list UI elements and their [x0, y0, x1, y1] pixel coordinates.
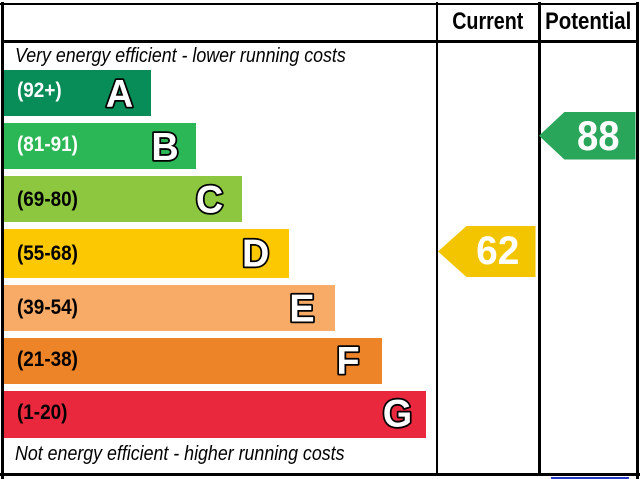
- svg-text:D: D: [242, 232, 269, 276]
- svg-text:A: A: [106, 72, 133, 116]
- svg-text:G: G: [383, 392, 412, 436]
- svg-text:B: B: [151, 126, 178, 170]
- svg-text:E: E: [289, 287, 314, 331]
- svg-text:C: C: [196, 178, 223, 222]
- svg-text:F: F: [336, 339, 359, 383]
